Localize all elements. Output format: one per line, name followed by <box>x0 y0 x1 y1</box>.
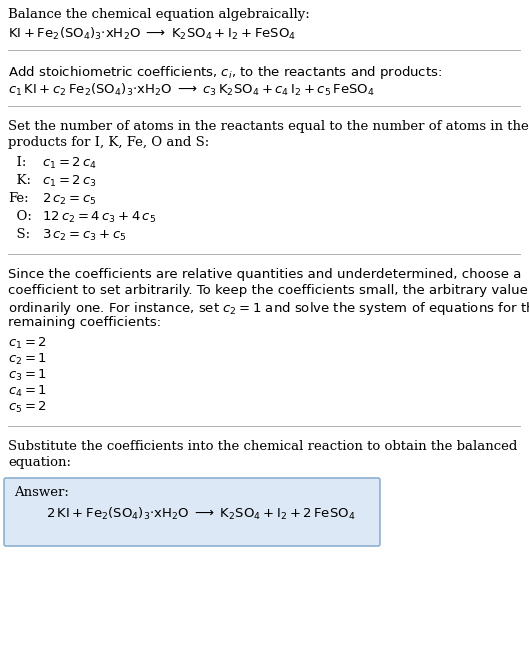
Text: Answer:: Answer: <box>14 486 69 499</box>
Text: $c_4 = 1$: $c_4 = 1$ <box>8 384 47 399</box>
Text: $2\,c_2 = c_5$: $2\,c_2 = c_5$ <box>42 192 97 207</box>
Text: I:: I: <box>8 156 26 169</box>
Text: Add stoichiometric coefficients, $c_i$, to the reactants and products:: Add stoichiometric coefficients, $c_i$, … <box>8 64 442 81</box>
Text: equation:: equation: <box>8 456 71 469</box>
Text: Since the coefficients are relative quantities and underdetermined, choose a: Since the coefficients are relative quan… <box>8 268 522 281</box>
Text: Fe:: Fe: <box>8 192 29 205</box>
Text: $c_1 = 2$: $c_1 = 2$ <box>8 336 47 351</box>
Text: $\mathrm{KI + Fe_2(SO_4)_3{\cdot}xH_2O \;\longrightarrow\; K_2SO_4 + I_2 + FeSO_: $\mathrm{KI + Fe_2(SO_4)_3{\cdot}xH_2O \… <box>8 26 296 42</box>
Text: $c_5 = 2$: $c_5 = 2$ <box>8 400 47 415</box>
Text: O:: O: <box>8 210 32 223</box>
Text: Substitute the coefficients into the chemical reaction to obtain the balanced: Substitute the coefficients into the che… <box>8 440 517 453</box>
Text: K:: K: <box>8 174 31 187</box>
Text: remaining coefficients:: remaining coefficients: <box>8 316 161 329</box>
Text: coefficient to set arbitrarily. To keep the coefficients small, the arbitrary va: coefficient to set arbitrarily. To keep … <box>8 284 529 297</box>
Text: ordinarily one. For instance, set $c_2 = 1$ and solve the system of equations fo: ordinarily one. For instance, set $c_2 =… <box>8 300 529 317</box>
Text: $c_1\,\mathrm{KI} + c_2\,\mathrm{Fe_2(SO_4)_3{\cdot}xH_2O} \;\longrightarrow\; c: $c_1\,\mathrm{KI} + c_2\,\mathrm{Fe_2(SO… <box>8 82 375 98</box>
Text: Balance the chemical equation algebraically:: Balance the chemical equation algebraica… <box>8 8 310 21</box>
FancyBboxPatch shape <box>4 478 380 546</box>
Text: $\mathrm{2\,KI + Fe_2(SO_4)_3{\cdot}xH_2O \;\longrightarrow\; K_2SO_4 + I_2 + 2\: $\mathrm{2\,KI + Fe_2(SO_4)_3{\cdot}xH_2… <box>46 506 355 522</box>
Text: $c_2 = 1$: $c_2 = 1$ <box>8 352 47 367</box>
Text: S:: S: <box>8 228 30 241</box>
Text: $c_1 = 2\,c_4$: $c_1 = 2\,c_4$ <box>42 156 97 171</box>
Text: $c_1 = 2\,c_3$: $c_1 = 2\,c_3$ <box>42 174 97 189</box>
Text: Set the number of atoms in the reactants equal to the number of atoms in the: Set the number of atoms in the reactants… <box>8 120 529 133</box>
Text: products for I, K, Fe, O and S:: products for I, K, Fe, O and S: <box>8 136 209 149</box>
Text: $12\,c_2 = 4\,c_3 + 4\,c_5$: $12\,c_2 = 4\,c_3 + 4\,c_5$ <box>42 210 156 225</box>
Text: $c_3 = 1$: $c_3 = 1$ <box>8 368 47 383</box>
Text: $3\,c_2 = c_3 + c_5$: $3\,c_2 = c_3 + c_5$ <box>42 228 126 243</box>
